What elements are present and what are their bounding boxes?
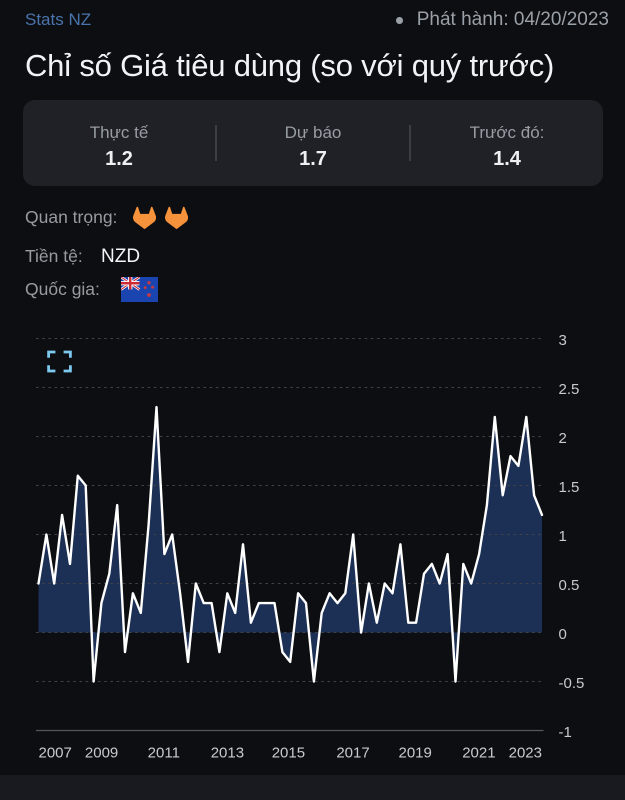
svg-text:2013: 2013	[211, 745, 244, 762]
svg-text:2007: 2007	[39, 745, 72, 762]
svg-text:2017: 2017	[336, 745, 369, 762]
svg-text:2023: 2023	[509, 745, 542, 762]
svg-text:-0.5: -0.5	[559, 675, 585, 692]
svg-text:2021: 2021	[462, 745, 495, 762]
svg-text:2: 2	[559, 430, 567, 447]
svg-text:1.5: 1.5	[559, 479, 580, 496]
svg-text:-1: -1	[559, 724, 572, 741]
svg-text:2009: 2009	[85, 745, 118, 762]
svg-text:2019: 2019	[399, 745, 432, 762]
svg-text:1: 1	[559, 528, 567, 545]
svg-text:3: 3	[559, 332, 567, 349]
svg-text:0.5: 0.5	[559, 577, 580, 594]
svg-text:2011: 2011	[148, 745, 180, 762]
svg-text:2015: 2015	[272, 745, 305, 762]
svg-text:0: 0	[559, 626, 567, 643]
svg-text:2.5: 2.5	[559, 381, 580, 398]
